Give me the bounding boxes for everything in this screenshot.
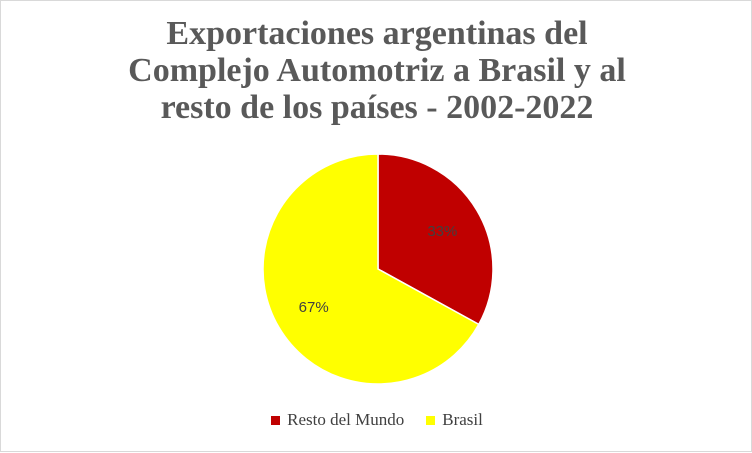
pie-slice-resto-del-mundo (377, 153, 494, 326)
legend-item-resto-del-mundo: Resto del Mundo (271, 410, 404, 430)
legend-label-brasil: Brasil (442, 410, 483, 429)
chart-title: Exportaciones argentinas del Complejo Au… (21, 15, 733, 126)
legend-label-resto-del-mundo: Resto del Mundo (287, 410, 405, 429)
pie-slice-brasil (262, 153, 480, 385)
chart-title-line-1: Exportaciones argentinas del (166, 15, 588, 52)
data-label-brasil: 67% (299, 299, 329, 316)
legend-swatch-brasil (426, 415, 436, 425)
chart-legend: Resto del Mundo Brasil (1, 410, 752, 430)
legend-item-brasil: Brasil (426, 410, 483, 430)
data-label-resto-del-mundo: 33% (427, 223, 457, 240)
legend-swatch-resto-del-mundo (271, 415, 281, 425)
chart-title-line-2: Complejo Automotriz a Brasil y al (128, 52, 626, 89)
chart-title-line-3: resto de los países - 2002-2022 (160, 89, 594, 126)
